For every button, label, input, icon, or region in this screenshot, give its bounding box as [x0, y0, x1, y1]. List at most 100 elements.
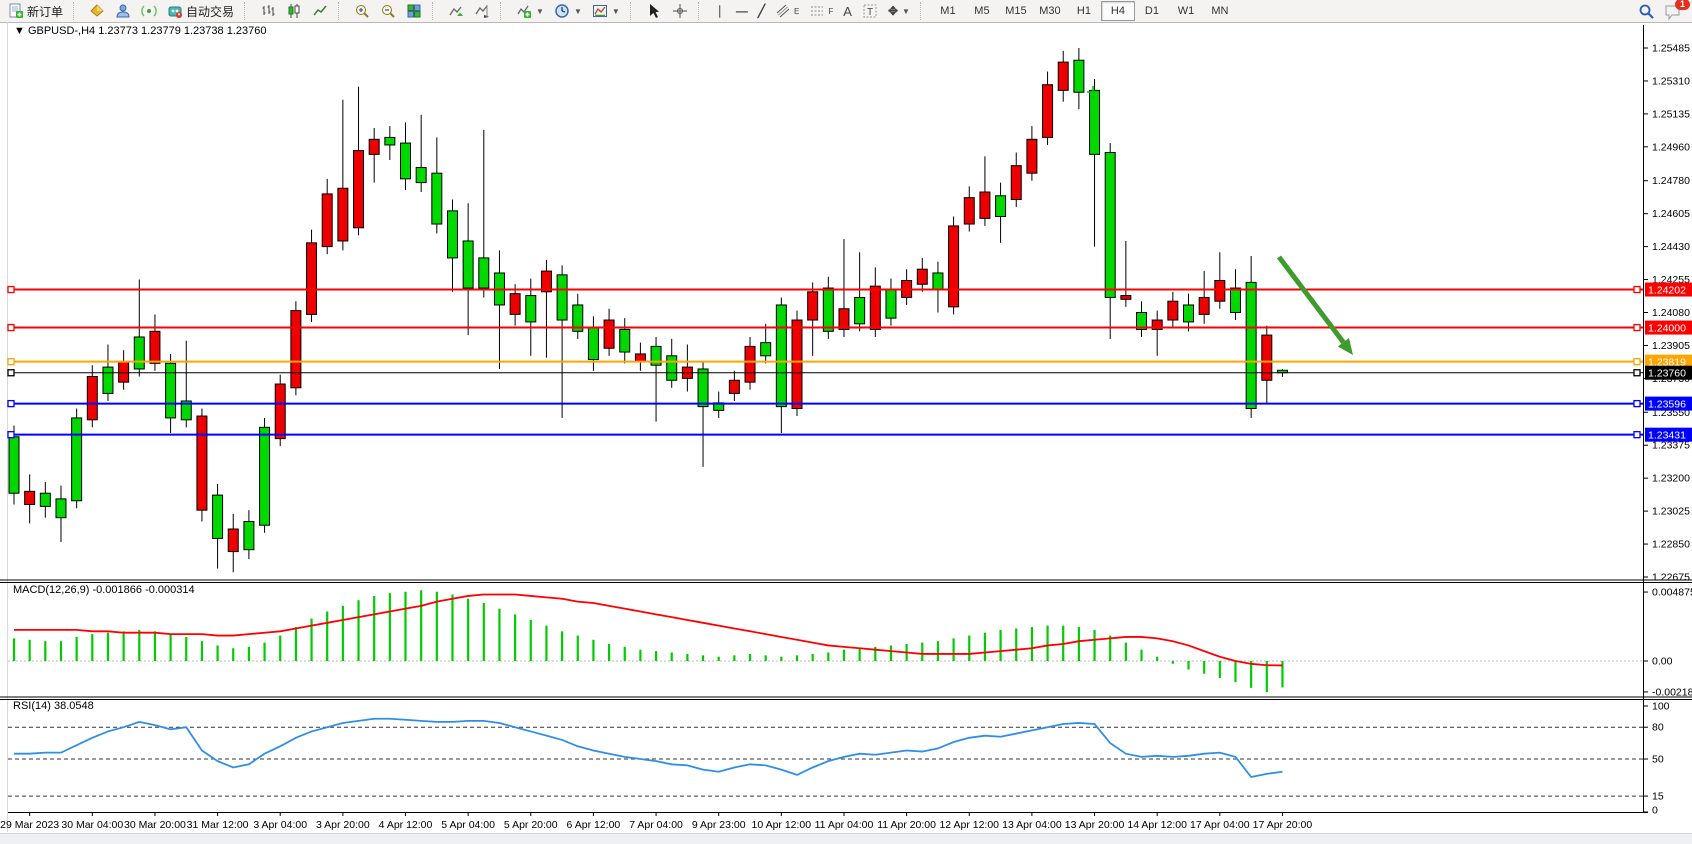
cursor-button[interactable] — [641, 0, 667, 22]
hline-handle[interactable] — [1633, 357, 1641, 366]
channel-tool-button[interactable]: E — [770, 0, 804, 22]
time-tick-label: 17 Apr 04:00 — [1190, 819, 1250, 831]
hline-handle[interactable] — [7, 399, 15, 408]
arrows-tool-button[interactable]: ✥ ▼ — [883, 0, 915, 22]
time-tick-label: 11 Apr 20:00 — [877, 819, 936, 831]
timeframe-h1[interactable]: H1 — [1076, 5, 1091, 17]
timeframe-d1[interactable]: D1 — [1144, 5, 1159, 17]
autotrading-button[interactable]: 自动交易 — [162, 0, 239, 22]
zoom-out-button[interactable] — [375, 0, 401, 22]
crosshair-button[interactable] — [667, 0, 693, 22]
indicators-button[interactable]: ▼ — [511, 0, 549, 22]
fibonacci-label: F — [828, 6, 834, 16]
timeframe-mn[interactable]: MN — [1211, 5, 1229, 17]
annotation-arrowhead[interactable] — [1337, 338, 1353, 355]
candle-body — [118, 360, 130, 383]
candle-body — [1151, 319, 1163, 330]
price-tick-label: 1.25310 — [1652, 75, 1690, 87]
hline-handle[interactable] — [7, 323, 15, 332]
new-order-icon — [8, 3, 24, 19]
candle-body — [1073, 59, 1085, 93]
hline-handle[interactable] — [1633, 431, 1641, 439]
price-tag-1.23760 — [1645, 365, 1692, 380]
timeframe-w1[interactable]: W1 — [1177, 5, 1195, 17]
price-tick-label: 1.25485 — [1652, 43, 1690, 55]
candle-body — [697, 368, 709, 408]
vline-tool-button[interactable]: ｜ — [709, 0, 731, 22]
timeframe-m1[interactable]: M1 — [940, 5, 956, 17]
notification-badge: 1 — [1675, 0, 1690, 10]
chart-shift-button[interactable] — [469, 0, 495, 22]
new-order-button[interactable]: 新订单 — [3, 0, 68, 22]
periods-button[interactable]: ▼ — [549, 0, 587, 22]
search-icon[interactable] — [1638, 3, 1654, 19]
price-tag-1.23596 — [1645, 396, 1692, 411]
annotation-arrow[interactable] — [1277, 255, 1346, 344]
candle-body — [133, 336, 145, 370]
line-chart-button[interactable] — [307, 0, 333, 22]
candle-body — [634, 353, 646, 362]
time-tick-label: 5 Apr 20:00 — [504, 819, 558, 831]
rsi-label: RSI(14) 38.0548 — [13, 700, 94, 712]
text-tool-button[interactable]: A — [838, 0, 857, 22]
autotrading-label: 自动交易 — [186, 4, 235, 19]
market-watch-button[interactable] — [84, 0, 110, 22]
macd-label: MACD(12,26,9) -0.001866 -0.000314 — [13, 584, 195, 596]
tile-windows-button[interactable] — [401, 0, 427, 22]
signals-button[interactable] — [136, 0, 162, 22]
candle-body — [1229, 287, 1241, 314]
time-tick-label: 13 Apr 20:00 — [1065, 819, 1125, 831]
price-tag-label: 1.24000 — [1648, 323, 1686, 335]
candle-body — [1261, 334, 1273, 381]
hline-handle[interactable] — [1633, 399, 1641, 408]
macd-tick-label: 0.00 — [1652, 656, 1673, 668]
price-tick-label: 1.24780 — [1652, 175, 1690, 187]
candle-body — [1010, 165, 1022, 201]
candle-body — [227, 528, 239, 553]
zoom-in-button[interactable] — [349, 0, 375, 22]
periods-clock-icon — [554, 3, 570, 19]
notifications-icon[interactable]: 1 — [1664, 0, 1690, 21]
hline-tool-button[interactable]: — — [731, 0, 753, 22]
candle-body — [556, 274, 568, 321]
candle-body — [1042, 84, 1054, 138]
timeframe-m30[interactable]: M30 — [1039, 5, 1061, 17]
templates-button[interactable]: ▼ — [587, 0, 625, 22]
toolbar-separator — [244, 2, 250, 20]
timeframe-m5[interactable]: M5 — [974, 5, 990, 17]
timeframe-m15[interactable]: M15 — [1005, 5, 1027, 17]
hline-handle[interactable] — [1633, 369, 1641, 377]
trendline-icon: ╱ — [757, 4, 766, 18]
candle-body — [102, 366, 114, 394]
toolbar-separator — [432, 2, 438, 20]
new-order-label: 新订单 — [27, 4, 64, 19]
hline-handle[interactable] — [1633, 285, 1641, 294]
autoscroll-button[interactable] — [443, 0, 469, 22]
time-tick-label: 4 Apr 12:00 — [379, 819, 433, 831]
candle-body — [932, 272, 944, 291]
hline-handle[interactable] — [7, 285, 15, 294]
timeframe-h4[interactable]: H4 — [1100, 1, 1135, 21]
fibonacci-tool-button[interactable]: F — [804, 0, 838, 22]
label-tool-button[interactable]: T — [857, 0, 883, 22]
hline-handle[interactable] — [7, 431, 15, 439]
dropdown-arrow-icon: ▼ — [611, 6, 620, 16]
hline-handle[interactable] — [7, 369, 15, 377]
toolbar-separator — [500, 2, 506, 20]
gbpusd-h4-chart[interactable]: 1.25485 1.25310 1.25135 1.24960 1.24780 1.246… — [0, 22, 1692, 834]
chart-area[interactable]: 1.25485 1.25310 1.25135 1.24960 1.24780 1.246… — [0, 22, 1692, 834]
trendline-tool-button[interactable]: ╱ — [753, 0, 770, 22]
hline-handle[interactable] — [7, 357, 15, 366]
time-tick-label: 7 Apr 04:00 — [629, 819, 683, 831]
hline-handle[interactable] — [1633, 323, 1641, 332]
candle-body — [838, 308, 850, 330]
bar-chart-button[interactable] — [255, 0, 281, 22]
time-tick-label: 14 Apr 12:00 — [1127, 819, 1187, 831]
status-bar — [0, 833, 1692, 844]
zoom-in-icon — [354, 3, 370, 19]
candle-chart-button[interactable] — [281, 0, 307, 22]
candle-body — [1214, 279, 1226, 302]
chart-shift-icon — [474, 3, 490, 19]
profile-button[interactable] — [110, 0, 136, 22]
candle-body — [24, 490, 36, 506]
